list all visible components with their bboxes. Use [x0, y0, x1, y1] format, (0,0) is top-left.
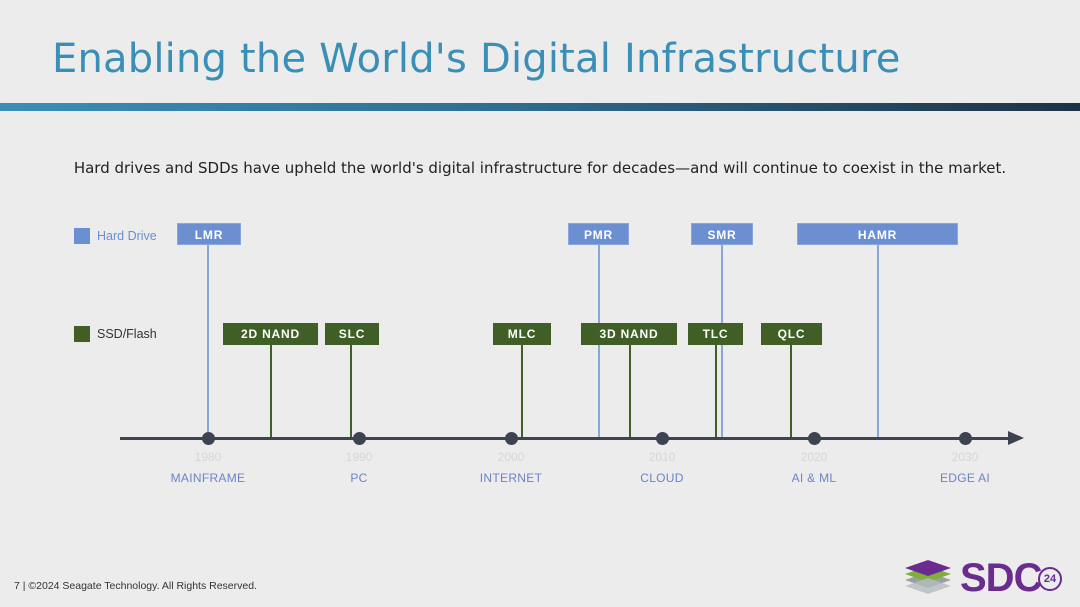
- tech-qlc: QLC: [761, 323, 822, 345]
- timeline-arrow-icon: [1008, 431, 1024, 445]
- era-label-pc: PC: [350, 471, 368, 485]
- legend-ssd-flash: SSD/Flash: [74, 326, 157, 342]
- legend-ssd-flash-label: SSD/Flash: [97, 327, 157, 341]
- tech-3d-nand: 3D NAND: [581, 323, 677, 345]
- era-dot-edge-ai: [958, 432, 972, 445]
- lmr-connector: [207, 244, 209, 438]
- tech-slc: SLC: [325, 323, 379, 345]
- tech-hamr: HAMR: [797, 223, 958, 245]
- tech-smr: SMR: [691, 223, 753, 245]
- era-year: 2020: [800, 450, 828, 464]
- 2d-nand-connector: [270, 345, 272, 438]
- sdc-logo-text: SDC: [960, 556, 1042, 600]
- era-label-cloud: CLOUD: [640, 471, 684, 485]
- era-dot-internet: [504, 432, 518, 445]
- tech-2d-nand: 2D NAND: [223, 323, 318, 345]
- ssd-flash-swatch: [74, 326, 90, 342]
- legend-hard-drive: Hard Drive: [74, 228, 157, 244]
- era-year: 2000: [497, 450, 525, 464]
- tech-tlc: TLC: [688, 323, 743, 345]
- era-year: 2030: [951, 450, 979, 464]
- era-year: 1990: [345, 450, 373, 464]
- era-label-edge-ai: EDGE AI: [939, 471, 991, 485]
- tlc-connector: [715, 345, 717, 438]
- era-dot-cloud: [655, 432, 669, 445]
- slc-connector: [350, 345, 352, 438]
- era-dot-mainframe: [201, 432, 215, 445]
- era-label-ai-ml: AI & ML: [791, 471, 837, 485]
- legend-hard-drive-label: Hard Drive: [97, 229, 157, 243]
- tech-lmr: LMR: [177, 223, 241, 245]
- hamr-connector: [877, 244, 879, 438]
- slide-title: Enabling the World's Digital Infrastruct…: [52, 36, 901, 82]
- era-label-internet: INTERNET: [479, 471, 543, 485]
- footer-copyright: 7 | ©2024 Seagate Technology. All Rights…: [14, 580, 257, 592]
- timeline-axis: [120, 437, 1012, 440]
- 3d-nand-connector: [629, 345, 631, 438]
- era-dot-ai-ml: [807, 432, 821, 445]
- slide-subtitle: Hard drives and SDDs have upheld the wor…: [73, 159, 1007, 177]
- title-divider: [0, 103, 1080, 111]
- sdc-logo-icon: [905, 560, 951, 594]
- era-dot-pc: [352, 432, 366, 445]
- tech-mlc: MLC: [493, 323, 551, 345]
- era-year: 1980: [194, 450, 222, 464]
- hard-drive-swatch: [74, 228, 90, 244]
- era-label-mainframe: MAINFRAME: [170, 471, 246, 485]
- sdc-logo-badge: 24: [1038, 567, 1062, 591]
- qlc-connector: [790, 345, 792, 438]
- era-year: 2010: [648, 450, 676, 464]
- tech-pmr: PMR: [568, 223, 629, 245]
- mlc-connector: [521, 345, 523, 438]
